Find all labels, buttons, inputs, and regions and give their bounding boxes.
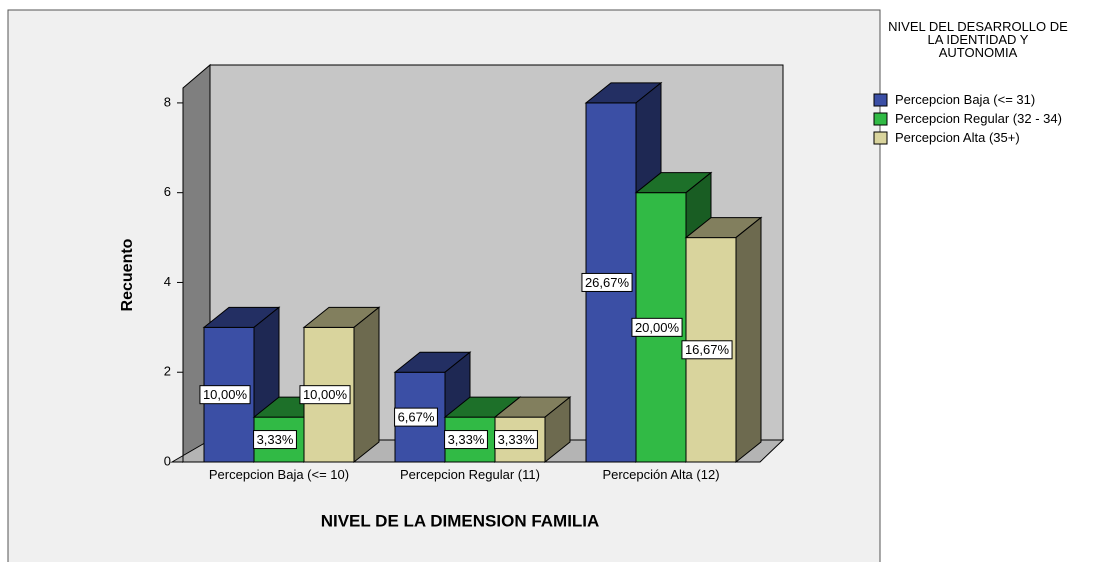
value-label: 3,33%: [498, 432, 535, 447]
x-tick-label-box: Percepcion Regular (11): [400, 468, 540, 482]
x-axis-label: NIVEL DE LA DIMENSION FAMILIA: [321, 511, 600, 530]
value-label: 6,67%: [398, 410, 435, 425]
value-label: 10,00%: [303, 387, 348, 402]
legend-label: Percepcion Regular (32 - 34): [895, 112, 1062, 126]
value-label-bg: [494, 430, 538, 450]
y-tick-label: 2: [164, 364, 171, 379]
legend-title-box: NIVEL DEL DESARROLLO DE LA IDENTIDAD Y A…: [888, 20, 1068, 60]
y-tick-label: 4: [164, 274, 171, 289]
legend-label-box: Percepcion Baja (<= 31): [895, 93, 1036, 107]
y-tick-label: 6: [164, 184, 171, 199]
value-label-bg: [681, 340, 733, 360]
value-label-bg: [444, 430, 488, 450]
legend-swatch: [873, 112, 888, 126]
value-label-bg: [253, 430, 297, 450]
bar-side: [544, 396, 571, 464]
legend-label-box: Percepcion Alta (35+): [895, 131, 1020, 145]
value-label: 3,33%: [448, 432, 485, 447]
legend-title: NIVEL DEL DESARROLLO DE LA IDENTIDAD Y A…: [888, 20, 1068, 60]
value-label-bg: [394, 407, 438, 427]
value-label-bg: [631, 317, 683, 337]
bar-side: [353, 306, 380, 464]
x-tick-label: Percepcion Regular (11): [400, 468, 540, 482]
x-tick-label: Percepcion Baja (<= 10): [208, 468, 350, 482]
legend-label-box: Percepcion Regular (32 - 34): [895, 112, 1062, 126]
x-tick-label-box: Percepcion Baja (<= 10): [208, 468, 350, 482]
x-tick-label: Percepción Alta (12): [602, 468, 720, 482]
y-tick-label: 0: [164, 453, 171, 468]
value-label-bg: [199, 385, 251, 405]
bar-side: [735, 216, 762, 464]
legend-label: Percepcion Alta (35+): [895, 131, 1020, 145]
legend-label: Percepcion Baja (<= 31): [895, 93, 1036, 107]
y-tick-label: 8: [164, 94, 171, 109]
value-label: 10,00%: [203, 387, 248, 402]
legend-swatch: [873, 93, 888, 107]
value-label-bg: [299, 385, 351, 405]
value-label-bg: [581, 272, 633, 292]
value-label: 26,67%: [585, 275, 630, 290]
value-label: 16,67%: [685, 342, 730, 357]
x-tick-label-box: Percepción Alta (12): [602, 468, 720, 482]
value-label: 20,00%: [635, 320, 680, 335]
legend-swatch: [873, 131, 888, 145]
y-axis-label: Recuento: [119, 238, 136, 311]
value-label: 3,33%: [257, 432, 294, 447]
